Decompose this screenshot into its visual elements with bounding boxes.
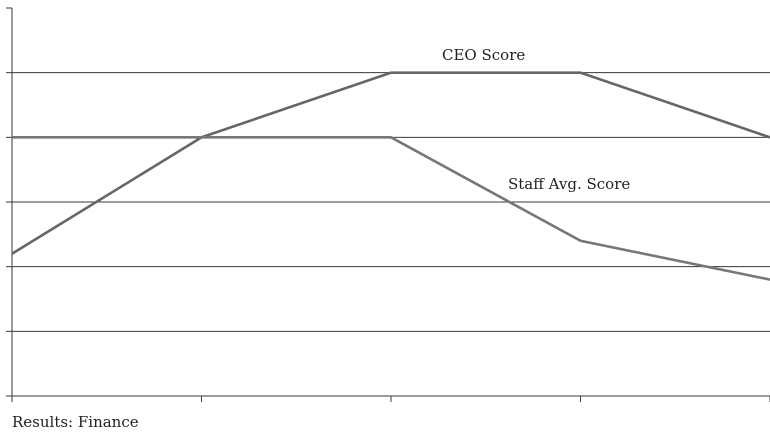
gridlines [12,72,770,332]
series-label-staff-avg-score: Staff Avg. Score [508,175,630,193]
series-line-staff-avg-score [12,136,770,281]
series-line-ceo-score [11,71,770,255]
series-lines [11,71,770,281]
series-labels: CEO Score Staff Avg. Score [442,46,630,193]
series-label-ceo-score: CEO Score [442,46,525,64]
axes [6,7,770,402]
chart-caption: Results: Finance [12,413,139,431]
